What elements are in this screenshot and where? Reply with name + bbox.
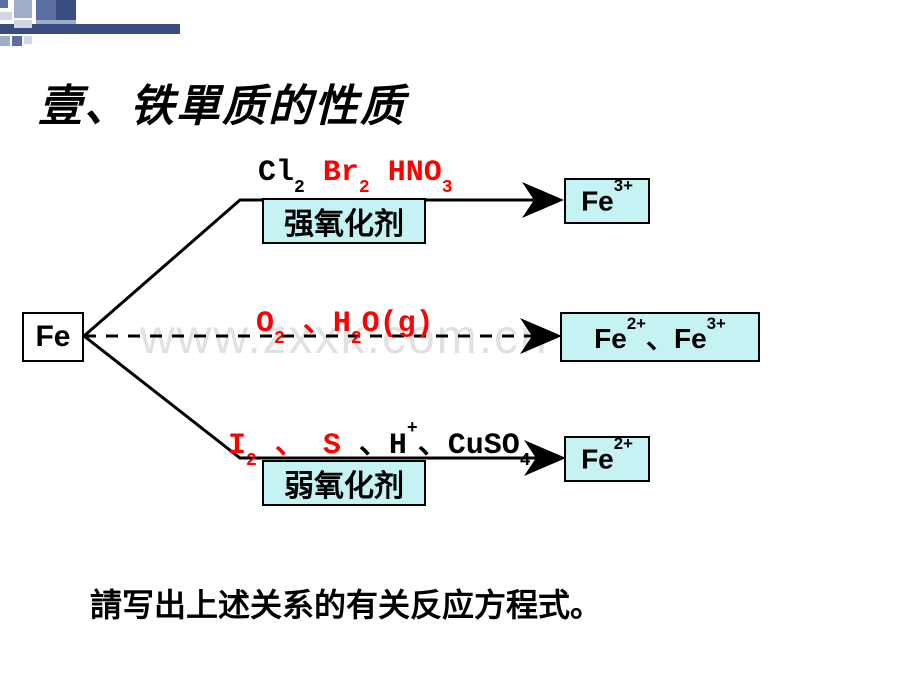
weak-oxidizer-label: 弱氧化剂 bbox=[262, 460, 426, 506]
footer-instruction: 請写出上述关系的有关反应方程式。 bbox=[90, 580, 602, 626]
reagent-mid: O2 、H2O(g) bbox=[256, 296, 434, 344]
fe-source-box: Fe bbox=[22, 312, 84, 362]
result-top: Fe3+ bbox=[564, 178, 650, 224]
result-bot: Fe2+ bbox=[564, 436, 650, 482]
reagent-top: Cl2 Br2 HNO3 bbox=[258, 156, 453, 193]
reagent-bot: I2 、 S 、H+、CuSO4 bbox=[228, 418, 531, 466]
result-mid: Fe2+、Fe3+ bbox=[560, 312, 760, 362]
strong-oxidizer-label: 强氧化剂 bbox=[262, 198, 426, 244]
fe-label: Fe bbox=[35, 320, 70, 354]
